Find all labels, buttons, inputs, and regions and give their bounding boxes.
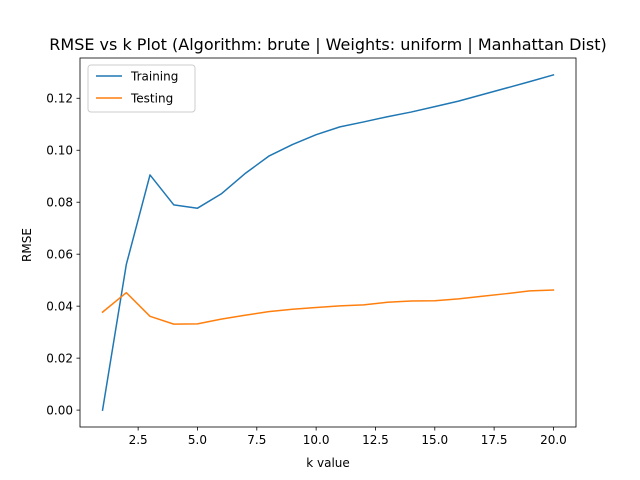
legend: Training Testing <box>87 64 196 113</box>
series-line-testing <box>101 289 555 325</box>
x-tick-label: 7.5 <box>247 433 266 447</box>
x-tick-label: 10.0 <box>303 433 330 447</box>
y-tick-label: 0.12 <box>46 91 73 105</box>
x-tick-label: 5.0 <box>188 433 207 447</box>
series-layer <box>101 73 555 411</box>
chart-title: RMSE vs k Plot (Algorithm: brute | Weigh… <box>49 35 606 54</box>
x-tick-label: 20.0 <box>540 433 567 447</box>
y-tick-label: 0.00 <box>46 403 73 417</box>
legend-label-testing: Testing <box>130 91 173 105</box>
x-axis-label: k value <box>306 456 350 470</box>
x-tick-label: 15.0 <box>421 433 448 447</box>
y-axis-label: RMSE <box>20 228 34 262</box>
y-tick-label: 0.06 <box>46 247 73 261</box>
legend-label-training: Training <box>130 69 178 83</box>
y-tick-label: 0.08 <box>46 195 73 209</box>
axes-layer: 2.5 5.0 7.5 10.0 12.5 15.0 17.5 20.0 0.00 0.02 0.0… <box>46 57 577 447</box>
x-tick-label: 17.5 <box>481 433 508 447</box>
y-tick-label: 0.04 <box>46 299 73 313</box>
y-tick-label: 0.02 <box>46 351 73 365</box>
x-tick-label: 2.5 <box>129 433 148 447</box>
series-line-training <box>101 73 555 411</box>
x-tick-label: 12.5 <box>362 433 389 447</box>
y-tick-label: 0.10 <box>46 143 73 157</box>
plot-frame <box>79 57 577 428</box>
